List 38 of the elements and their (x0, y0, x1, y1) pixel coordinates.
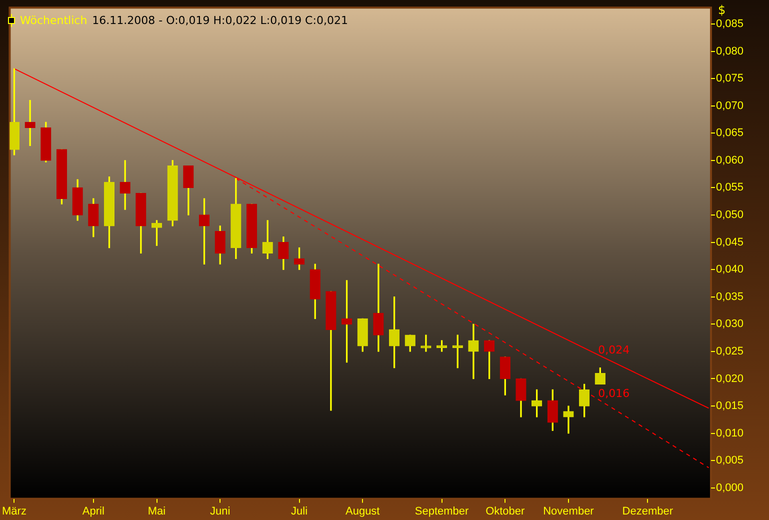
y-tick-label: 0,005 (716, 454, 744, 467)
y-tick-label: 0,050 (716, 209, 744, 222)
x-tick-label: August (345, 505, 380, 518)
y-tick-label: 0,085 (716, 18, 744, 30)
y-axis-title: $ (718, 3, 726, 17)
x-tick-label: Juni (210, 505, 230, 518)
x-tick-label: Mai (148, 505, 166, 518)
x-tick-label: Dezember (622, 505, 674, 518)
candlestick (468, 324, 479, 380)
y-tick-label: 0,020 (716, 372, 744, 385)
y-tick-label: 0,055 (716, 182, 744, 194)
x-tick-label: Juli (291, 505, 308, 518)
y-tick-label: 0,080 (716, 45, 744, 58)
y-tick-label: 0,025 (716, 345, 744, 358)
y-tick-label: 0,070 (716, 100, 744, 112)
y-tick-label: 0,060 (716, 154, 744, 166)
y-tick-label: 0,010 (716, 427, 744, 440)
annotation: 0,016 (598, 386, 630, 400)
candlestick (420, 334, 432, 352)
candlestick (563, 406, 574, 434)
y-tick-label: 0,045 (716, 236, 744, 248)
text: 16.11.2008 - O:0,019 H:0,022 L:0,019 C:0,021 (92, 14, 348, 27)
x-tick-label: März (2, 505, 26, 518)
x-tick-label: September (414, 505, 470, 518)
text: Wöchentlich (20, 14, 88, 27)
y-tick-label: 0,030 (716, 318, 744, 330)
x-tick-label: April (82, 505, 104, 518)
y-tick-label: 0,040 (716, 264, 744, 276)
candlestick (24, 100, 36, 146)
candlestick (373, 264, 384, 352)
x-tick-label: November (543, 505, 594, 518)
y-tick-label: 0,015 (716, 400, 744, 412)
y-tick-label: 0,000 (716, 482, 744, 494)
annotation: 0,024 (598, 343, 630, 356)
y-tick-label: 0,065 (716, 127, 744, 140)
y-tick-label: 0,075 (716, 72, 744, 85)
y-tick-label: 0,035 (716, 290, 744, 303)
x-tick-label: Oktober (486, 505, 526, 518)
